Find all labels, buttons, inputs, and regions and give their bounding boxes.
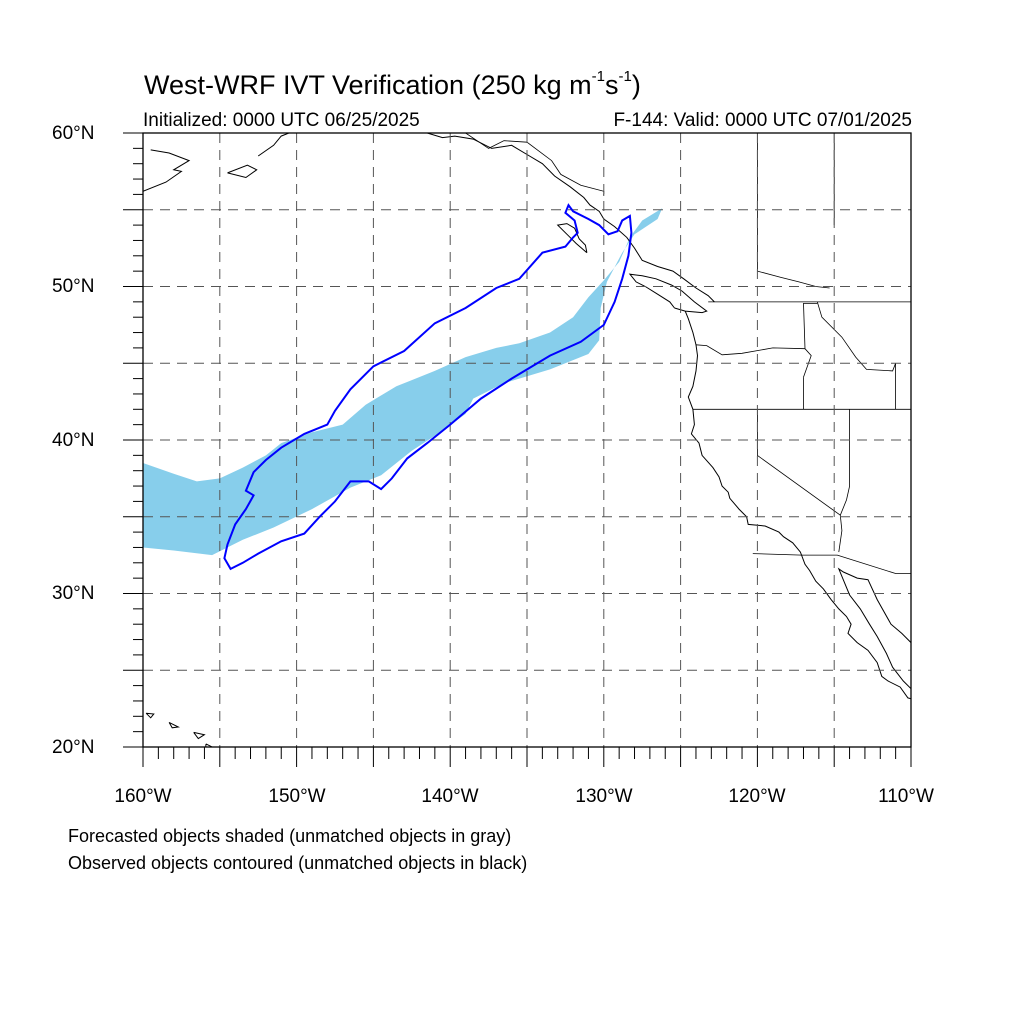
forecast-legend-note: Forecasted objects shaded (unmatched obj… xyxy=(68,826,512,846)
lon-label-140w: 140°W xyxy=(421,786,479,807)
border-segment xyxy=(803,303,818,349)
border-segment xyxy=(757,409,841,516)
coastline-segment xyxy=(257,133,290,157)
valid-time-label: F-144: Valid: 0000 UTC 07/01/2025 xyxy=(613,110,912,131)
lat-label-30n: 30°N xyxy=(52,583,95,604)
lon-label-150w: 150°W xyxy=(268,786,326,807)
coastline-segment xyxy=(145,712,155,719)
coastline-segment xyxy=(168,721,180,729)
coastline-segment xyxy=(427,133,715,303)
coastline-segment xyxy=(143,149,191,192)
border-segment xyxy=(695,344,806,356)
coastline-segment xyxy=(628,273,708,314)
border-segment xyxy=(803,348,812,378)
border-segment xyxy=(838,409,850,553)
border-segment xyxy=(465,133,605,196)
coastline-segment xyxy=(227,164,258,179)
lat-label-40n: 40°N xyxy=(52,430,95,451)
observed-legend-note: Observed objects contoured (unmatched ob… xyxy=(68,853,528,873)
lon-label-120w: 120°W xyxy=(728,786,786,807)
lat-label-20n: 20°N xyxy=(52,737,95,758)
lon-label-110w: 110°W xyxy=(878,786,934,807)
border-segment xyxy=(752,553,911,574)
init-time-label: Initialized: 0000 UTC 06/25/2025 xyxy=(143,110,420,131)
lon-label-130w: 130°W xyxy=(575,786,633,807)
lat-label-60n: 60°N xyxy=(52,123,95,144)
axis-ticks xyxy=(123,132,912,767)
state-borders xyxy=(465,133,911,574)
lat-label-50n: 50°N xyxy=(52,276,95,297)
coastline-segment xyxy=(193,731,206,740)
border-segment xyxy=(816,301,896,372)
forecast-object-shaded xyxy=(143,208,663,556)
lon-label-160w: 160°W xyxy=(114,786,172,807)
observed-object-contour xyxy=(223,203,633,571)
coastline-segment xyxy=(837,567,911,690)
plot-title: West-WRF IVT Verification (250 kg m-1s-1… xyxy=(144,68,641,100)
coastline-segment xyxy=(684,310,911,700)
coastline-segment xyxy=(556,223,588,254)
coastlines xyxy=(143,133,911,747)
gridlines xyxy=(143,133,911,747)
border-segment xyxy=(757,270,830,289)
